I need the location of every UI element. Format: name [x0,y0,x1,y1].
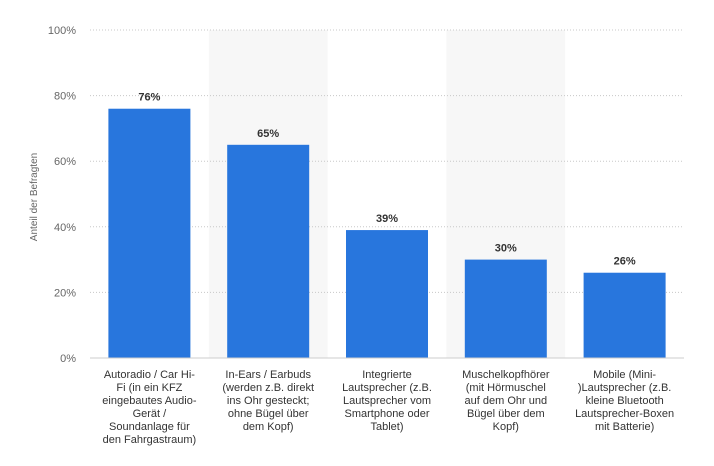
data-labels: 76% 65% 39% 30% 26% [138,92,635,268]
data-label: 26% [614,256,636,268]
y-tick-label: 40% [54,222,76,234]
y-axis-label: Anteil der Befragten [29,153,40,241]
data-label: 65% [257,128,279,140]
bar[interactable] [227,144,310,358]
y-tick-label: 0% [60,353,76,365]
y-tick-label: 80% [54,91,76,103]
y-tick-label: 20% [54,287,76,299]
y-axis-ticks: 0% 20% 40% 60% 80% 100% [48,25,76,365]
category-label: Autoradio / Car Hi-Fi (in ein KFZ eingeba… [102,369,197,446]
category-label: In-Ears / Earbuds (werden z.B. direkt ins … [222,369,314,433]
category-labels: Autoradio / Car Hi-Fi (in ein KFZ eingeba… [102,369,674,446]
bar[interactable] [464,259,547,358]
data-label: 76% [138,92,160,104]
category-label: Muschelkopfhörer (mit Hörmuschel auf dem O… [462,369,550,433]
bars [108,108,666,358]
category-label: Integrierte Lautsprecher (z.B. Lautspreche… [342,369,432,433]
category-label: Mobile (Mini-)Lautsprecher (z.B. kleine B… [575,369,674,433]
data-label: 30% [495,243,517,255]
y-tick-label: 100% [48,25,76,37]
bar[interactable] [583,272,666,358]
bar[interactable] [108,108,191,358]
data-label: 39% [376,213,398,225]
bar[interactable] [346,230,428,358]
y-tick-label: 60% [54,156,76,168]
